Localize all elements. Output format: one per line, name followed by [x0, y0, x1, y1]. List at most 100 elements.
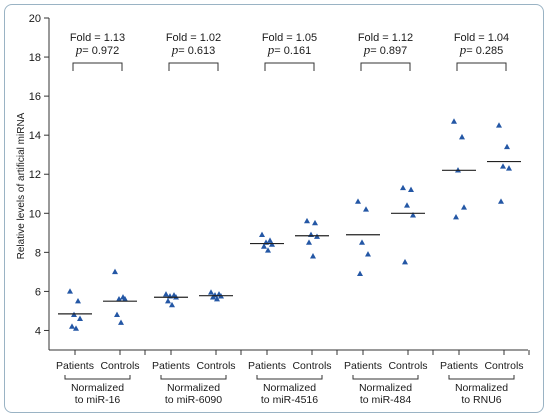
data-point-patients	[451, 118, 457, 124]
data-point-controls	[310, 253, 316, 259]
data-point-controls	[118, 319, 124, 325]
fold-annotation: Fold = 1.12	[358, 32, 413, 44]
data-point-controls	[498, 198, 504, 204]
y-tick-label: 16	[29, 91, 41, 103]
chart-frame	[4, 4, 544, 413]
data-point-controls	[306, 239, 312, 245]
data-point-controls	[402, 258, 408, 265]
y-tick-label: 14	[29, 130, 41, 142]
x-tick-label-controls: Controls	[388, 360, 427, 372]
y-tick-label: 6	[35, 286, 41, 298]
x-tick-label-controls: Controls	[484, 360, 523, 372]
group-label-line1: Normalized	[167, 382, 220, 394]
data-point-patients	[69, 323, 75, 329]
comparison-bracket	[360, 62, 411, 71]
p-value-text: = 0.897	[370, 45, 407, 57]
group-label-line1: Normalized	[455, 382, 508, 394]
data-point-patients	[357, 270, 363, 277]
group-label-line2: to miR-6090	[165, 394, 222, 406]
fold-annotation: Fold = 1.04	[454, 32, 509, 44]
group-label-line2: to RNU6	[461, 394, 501, 406]
p-value-annotation: p= 0.897	[363, 42, 408, 57]
p-value-annotation: p= 0.285	[459, 42, 504, 57]
x-tick-label-patients: Patients	[56, 360, 94, 372]
axes: 4 6 8 10 12 14 16 18 20	[29, 13, 530, 355]
data-point-controls	[208, 289, 214, 295]
data-point-patients	[267, 237, 273, 243]
data-point-patients	[355, 198, 361, 204]
comparison-bracket	[264, 62, 315, 71]
y-tick-label: 12	[29, 169, 41, 181]
fold-annotation: Fold = 1.02	[166, 32, 221, 44]
group-underbracket	[448, 375, 515, 380]
data-point-controls	[500, 163, 506, 169]
data-point-patients	[461, 204, 467, 210]
data-point-patients	[73, 325, 79, 331]
data-point-patients	[453, 214, 459, 220]
p-value-text: = 0.972	[82, 45, 119, 57]
group-label-line2: to miR-16	[75, 394, 121, 406]
data-point-controls	[112, 268, 118, 275]
data-point-controls	[496, 122, 502, 128]
data-point-controls	[116, 296, 122, 302]
data-point-patients	[259, 231, 265, 237]
y-tick-label: 8	[35, 247, 41, 259]
comparison-bracket	[456, 62, 507, 71]
data-point-patients	[261, 243, 267, 249]
data-point-controls	[408, 186, 414, 193]
p-value-annotation: p= 0.613	[171, 42, 216, 57]
p-value-text: = 0.285	[466, 45, 503, 57]
group-label-line2: to miR-484	[360, 394, 412, 406]
group-label-line1: Normalized	[263, 382, 316, 394]
x-tick-label-patients: Patients	[248, 360, 286, 372]
p-symbol: p	[267, 42, 275, 57]
group-underbracket	[160, 375, 227, 380]
group-underbracket	[352, 375, 419, 380]
comparison-bracket	[168, 62, 219, 71]
data-point-patients	[165, 297, 171, 304]
fold-annotation: Fold = 1.13	[70, 32, 125, 44]
data-point-controls	[312, 219, 318, 226]
data-point-patients	[359, 239, 365, 245]
p-value-text: = 0.161	[274, 45, 311, 57]
comparison-bracket	[72, 62, 123, 71]
data-point-controls	[400, 184, 406, 191]
x-tick-label-controls: Controls	[100, 360, 139, 372]
data-point-controls	[506, 165, 512, 171]
fold-annotation: Fold = 1.05	[262, 32, 317, 44]
x-tick-label-controls: Controls	[292, 360, 331, 372]
data-point-patients	[265, 247, 271, 253]
x-tick-label-patients: Patients	[344, 360, 382, 372]
group-underbracket	[64, 375, 131, 380]
data-point-patients	[363, 206, 369, 212]
y-tick-label: 4	[35, 325, 41, 337]
p-symbol: p	[171, 42, 179, 57]
x-tick-label-patients: Patients	[440, 360, 478, 372]
group-label-line1: Normalized	[359, 382, 412, 394]
p-symbol: p	[363, 42, 371, 57]
marks	[58, 118, 521, 331]
group-underbracket	[256, 375, 323, 380]
x-tick-label-controls: Controls	[196, 360, 235, 372]
y-tick-label: 20	[29, 13, 41, 25]
p-value-annotation: p= 0.972	[75, 42, 120, 57]
data-point-patients	[67, 288, 73, 294]
p-value-annotation: p= 0.161	[267, 42, 312, 57]
p-symbol: p	[459, 42, 467, 57]
data-point-controls	[504, 143, 510, 150]
data-point-patients	[75, 297, 81, 304]
y-tick-label: 10	[29, 208, 41, 220]
group-label-line1: Normalized	[71, 382, 124, 394]
data-point-patients	[77, 315, 83, 321]
y-axis-title: Relative levels of artificial miRNA	[16, 112, 27, 259]
data-point-patients	[163, 291, 169, 297]
x-tick-label-patients: Patients	[152, 360, 190, 372]
group-label-line2: to miR-4516	[261, 394, 318, 406]
data-point-patients	[459, 133, 465, 140]
data-point-patients	[169, 301, 175, 308]
p-value-text: = 0.613	[178, 45, 215, 57]
data-point-controls	[410, 212, 416, 218]
data-point-patients	[365, 251, 371, 257]
